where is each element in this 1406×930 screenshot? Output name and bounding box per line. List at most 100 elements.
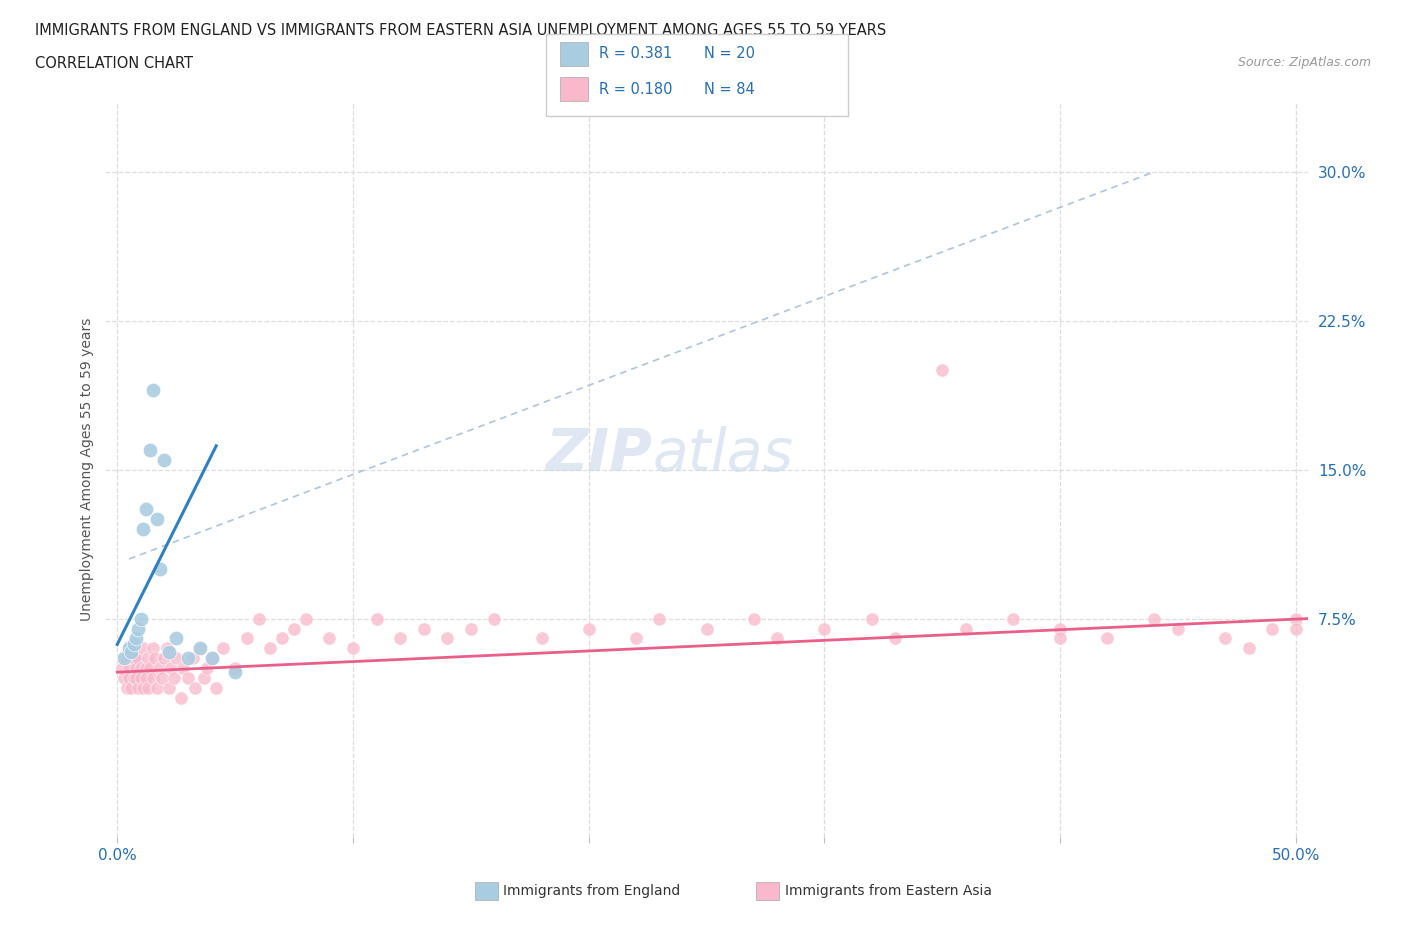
Point	[205, 681, 228, 696]
Point	[120, 644, 142, 659]
Point	[212, 641, 235, 656]
Point	[271, 631, 294, 645]
Point	[135, 671, 157, 685]
Point	[484, 611, 506, 626]
Point	[122, 671, 145, 685]
Point	[118, 661, 141, 676]
Point	[118, 641, 141, 656]
Point	[648, 611, 671, 626]
Point	[1001, 611, 1024, 626]
Point	[624, 631, 647, 645]
Point	[112, 651, 135, 666]
Point	[150, 671, 173, 685]
Point	[132, 522, 155, 537]
Point	[1049, 631, 1071, 645]
Text: CORRELATION CHART: CORRELATION CHART	[35, 56, 193, 71]
Point	[115, 681, 138, 696]
Point	[149, 661, 172, 676]
Point	[742, 611, 765, 626]
Point	[955, 621, 977, 636]
Point	[224, 661, 246, 676]
Point	[884, 631, 907, 645]
Point	[132, 641, 155, 656]
Point	[247, 611, 270, 626]
Text: N = 84: N = 84	[704, 82, 755, 97]
Text: Immigrants from England: Immigrants from England	[503, 884, 681, 898]
Point	[118, 671, 141, 685]
Point	[172, 661, 194, 676]
Point	[132, 681, 155, 696]
Point	[295, 611, 318, 626]
Point	[188, 641, 211, 656]
Point	[578, 621, 600, 636]
Point	[1143, 611, 1166, 626]
Point	[259, 641, 281, 656]
Point	[153, 651, 176, 666]
Point	[436, 631, 458, 645]
Point	[122, 651, 145, 666]
Point	[129, 671, 152, 685]
Point	[177, 651, 200, 666]
Point	[188, 641, 211, 656]
Text: IMMIGRANTS FROM ENGLAND VS IMMIGRANTS FROM EASTERN ASIA UNEMPLOYMENT AMONG AGES : IMMIGRANTS FROM ENGLAND VS IMMIGRANTS FR…	[35, 23, 886, 38]
Point	[184, 681, 207, 696]
Point	[156, 641, 179, 656]
Point	[530, 631, 553, 645]
Point	[143, 651, 166, 666]
Point	[931, 363, 953, 378]
Point	[318, 631, 340, 645]
Text: Source: ZipAtlas.com: Source: ZipAtlas.com	[1237, 56, 1371, 69]
Point	[157, 681, 180, 696]
Point	[135, 661, 157, 676]
Point	[860, 611, 883, 626]
Point	[1261, 621, 1284, 636]
Point	[136, 651, 159, 666]
Point	[177, 671, 200, 685]
Point	[460, 621, 482, 636]
Point	[163, 671, 186, 685]
Text: R = 0.180: R = 0.180	[599, 82, 672, 97]
Text: atlas: atlas	[652, 427, 793, 484]
Point	[236, 631, 259, 645]
Point	[195, 661, 218, 676]
Point	[149, 562, 172, 577]
Point	[1213, 631, 1236, 645]
Point	[129, 661, 152, 676]
Point	[139, 661, 162, 676]
Point	[1285, 621, 1308, 636]
Y-axis label: Unemployment Among Ages 55 to 59 years: Unemployment Among Ages 55 to 59 years	[80, 318, 94, 621]
Point	[1237, 641, 1260, 656]
Point	[127, 651, 149, 666]
Point	[1167, 621, 1189, 636]
Text: Immigrants from Eastern Asia: Immigrants from Eastern Asia	[785, 884, 991, 898]
Point	[125, 671, 148, 685]
Point	[142, 641, 165, 656]
Point	[766, 631, 789, 645]
Point	[129, 611, 152, 626]
Point	[160, 661, 183, 676]
Point	[181, 651, 204, 666]
Point	[1097, 631, 1119, 645]
Point	[127, 621, 149, 636]
Point	[389, 631, 412, 645]
Point	[1049, 621, 1071, 636]
Point	[136, 681, 159, 696]
Point	[120, 681, 142, 696]
Point	[125, 631, 148, 645]
Text: R = 0.381: R = 0.381	[599, 46, 672, 61]
Point	[122, 637, 145, 652]
Point	[146, 681, 169, 696]
Point	[135, 502, 157, 517]
Point	[283, 621, 305, 636]
Point	[1285, 611, 1308, 626]
Text: N = 20: N = 20	[704, 46, 755, 61]
Point	[200, 651, 222, 666]
Point	[224, 665, 246, 680]
Point	[111, 661, 134, 676]
Point	[120, 651, 142, 666]
Point	[200, 651, 222, 666]
Point	[125, 661, 148, 676]
Point	[146, 512, 169, 526]
Point	[115, 651, 138, 666]
Point	[139, 443, 162, 458]
